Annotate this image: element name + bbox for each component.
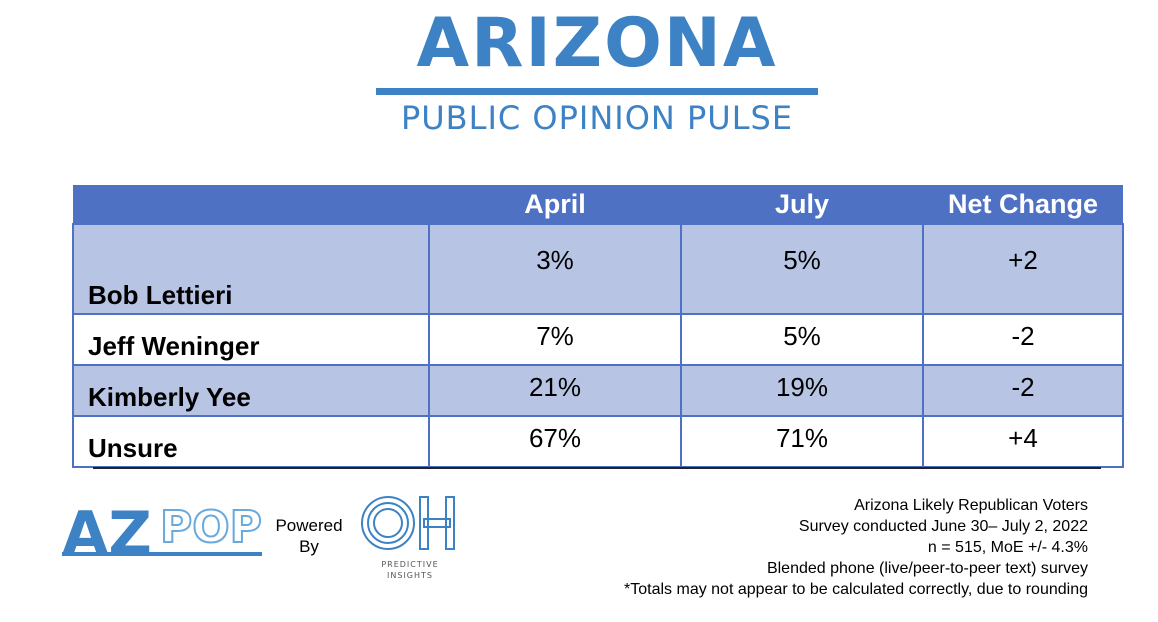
column-header-net-change: Net Change [923, 185, 1123, 224]
powered-by-label: Powered By [272, 515, 346, 557]
oh-logo-mark [361, 496, 455, 550]
note-population: Arizona Likely Republican Voters [854, 497, 1088, 514]
predictive-insights-logo: PREDICTIVE INSIGHTS [361, 496, 455, 580]
powered-text: Powered [275, 516, 343, 535]
page-title: Arizona [416, 4, 778, 83]
by-text: By [299, 537, 319, 556]
july-value: 19% [680, 364, 924, 417]
note-sample-size: n = 515, MoE +/- 4.3% [927, 539, 1088, 556]
july-value: 71% [680, 415, 924, 468]
page-header: Arizona PUBLIC OPINION PULSE [0, 0, 1158, 150]
april-value: 7% [428, 313, 682, 366]
net-change-value: +2 [922, 223, 1124, 315]
title-underline [376, 88, 818, 95]
candidate-name: Bob Lettieri [72, 223, 430, 315]
table-row: Unsure 67% 71% +4 [72, 415, 1124, 468]
net-change-value: -2 [922, 313, 1124, 366]
july-value: 5% [680, 223, 924, 315]
table-row: Bob Lettieri 3% 5% +2 [72, 223, 1124, 315]
logo-pop-text: POP [160, 502, 262, 553]
july-value: 5% [680, 313, 924, 366]
table-row: Jeff Weninger 7% 5% -2 [72, 313, 1124, 366]
note-rounding: *Totals may not appear to be calculated … [624, 581, 1088, 598]
logo-underline [62, 552, 262, 556]
footer-divider [93, 467, 1101, 469]
survey-methodology-notes: Arizona Likely Republican Voters Survey … [624, 495, 1088, 600]
april-value: 21% [428, 364, 682, 417]
net-change-value: -2 [922, 364, 1124, 417]
candidate-name: Jeff Weninger [72, 313, 430, 366]
results-table: April July Net Change Bob Lettieri 3% 5%… [72, 185, 1124, 468]
candidate-name: Unsure [72, 415, 430, 468]
note-dates: Survey conducted June 30– July 2, 2022 [798, 518, 1088, 535]
page-subtitle: PUBLIC OPINION PULSE [400, 99, 794, 137]
logo-insights-text: INSIGHTS [387, 571, 433, 580]
logo-predictive-text: PREDICTIVE [381, 560, 438, 569]
april-value: 67% [428, 415, 682, 468]
logo-az-text: AZ [62, 499, 152, 560]
note-method: Blended phone (live/peer-to-peer text) s… [766, 560, 1088, 577]
azpop-logo: AZ POP [62, 499, 263, 560]
column-header-july: July [681, 185, 923, 224]
column-header-candidate [73, 185, 429, 224]
table-header-row: April July Net Change [73, 185, 1123, 224]
table-row: Kimberly Yee 21% 19% -2 [72, 364, 1124, 417]
net-change-value: +4 [922, 415, 1124, 468]
april-value: 3% [428, 223, 682, 315]
column-header-april: April [429, 185, 681, 224]
candidate-name: Kimberly Yee [72, 364, 430, 417]
